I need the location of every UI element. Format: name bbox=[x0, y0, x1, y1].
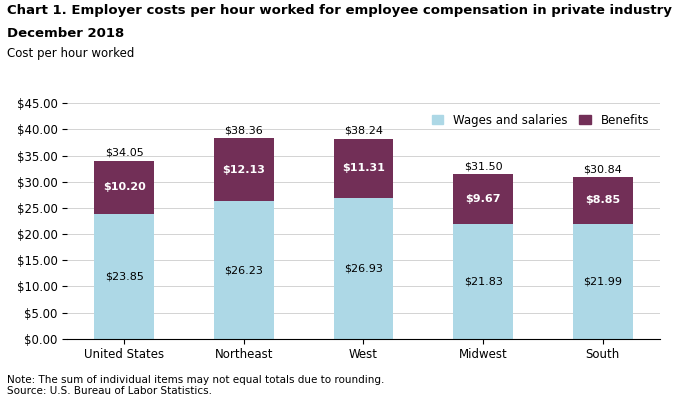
Text: $30.84: $30.84 bbox=[583, 165, 622, 175]
Text: $21.83: $21.83 bbox=[464, 277, 503, 287]
Text: December 2018: December 2018 bbox=[7, 27, 124, 40]
Text: $12.13: $12.13 bbox=[222, 165, 265, 175]
Text: $21.99: $21.99 bbox=[583, 276, 623, 286]
Legend: Wages and salaries, Benefits: Wages and salaries, Benefits bbox=[427, 109, 653, 132]
Text: $38.36: $38.36 bbox=[224, 126, 263, 135]
Bar bbox=[334, 139, 393, 198]
Text: $34.05: $34.05 bbox=[105, 148, 143, 158]
Bar bbox=[334, 198, 393, 339]
Text: $11.31: $11.31 bbox=[342, 163, 385, 173]
Text: $9.67: $9.67 bbox=[465, 194, 501, 204]
Bar bbox=[573, 223, 633, 339]
Text: $38.24: $38.24 bbox=[344, 126, 383, 136]
Text: $23.85: $23.85 bbox=[105, 271, 143, 281]
Text: $8.85: $8.85 bbox=[585, 195, 621, 206]
Bar bbox=[94, 161, 154, 214]
Text: $10.20: $10.20 bbox=[103, 182, 145, 192]
Text: $31.50: $31.50 bbox=[464, 161, 502, 171]
Text: $26.93: $26.93 bbox=[344, 263, 383, 273]
Bar bbox=[453, 224, 513, 339]
Text: Note: The sum of individual items may not equal totals due to rounding.
Source: : Note: The sum of individual items may no… bbox=[7, 375, 384, 396]
Bar bbox=[573, 177, 633, 223]
Bar bbox=[453, 174, 513, 224]
Bar bbox=[214, 202, 274, 339]
Text: Chart 1. Employer costs per hour worked for employee compensation in private ind: Chart 1. Employer costs per hour worked … bbox=[7, 4, 673, 17]
Text: Cost per hour worked: Cost per hour worked bbox=[7, 47, 134, 60]
Bar bbox=[94, 214, 154, 339]
Text: $26.23: $26.23 bbox=[224, 265, 263, 275]
Bar bbox=[214, 138, 274, 202]
